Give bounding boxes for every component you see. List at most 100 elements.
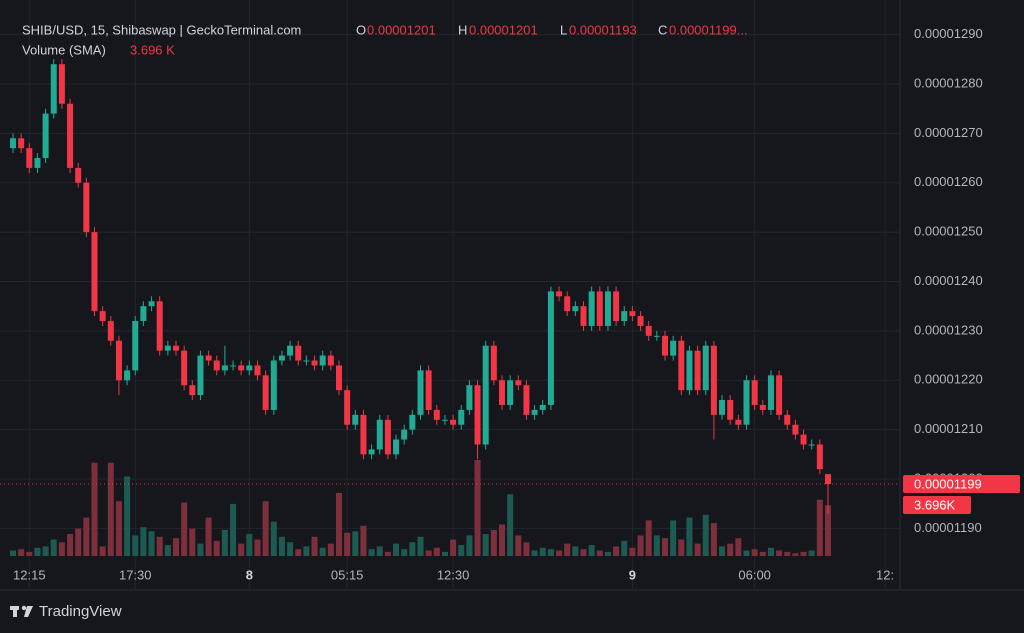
candle-body xyxy=(482,345,489,445)
volume-bar xyxy=(164,545,171,556)
volume-bar xyxy=(645,520,652,556)
volume-bar xyxy=(474,460,481,556)
candle-body xyxy=(238,365,245,371)
volume-bar xyxy=(246,534,253,556)
volume-bar xyxy=(238,543,245,556)
legend-letter: H xyxy=(458,22,467,37)
candle-body xyxy=(792,424,799,435)
candle-body xyxy=(10,138,16,149)
candle-body xyxy=(50,64,57,114)
volume-bar xyxy=(735,538,742,556)
candle-body xyxy=(719,400,726,415)
candle-body xyxy=(173,345,179,351)
volume-bar xyxy=(115,501,122,556)
candle-body xyxy=(458,409,465,425)
candle-body xyxy=(474,385,481,445)
last-price-box xyxy=(903,474,1020,493)
y-tick-label: 0.00001260 xyxy=(914,174,983,189)
volume-bar xyxy=(572,546,579,556)
candle-body xyxy=(99,311,106,322)
volume-bar xyxy=(800,551,807,556)
volume-bar xyxy=(808,550,815,556)
volume-bar xyxy=(270,521,277,556)
volume-bar xyxy=(50,539,57,556)
candle-body xyxy=(556,291,563,297)
candle-body xyxy=(653,335,660,337)
candle-body xyxy=(26,148,33,168)
legend-letter: C xyxy=(658,22,667,37)
candle-body xyxy=(303,360,310,362)
volume-bar xyxy=(678,539,685,556)
volume-bar xyxy=(336,492,342,556)
volume-bar xyxy=(83,517,90,556)
candle-body xyxy=(148,301,155,307)
candle-body xyxy=(107,321,114,341)
x-tick-label: 12: xyxy=(876,567,894,582)
candle-body xyxy=(181,350,188,386)
candle-body xyxy=(221,365,228,371)
candle-body xyxy=(539,404,546,410)
candle-body xyxy=(311,360,318,366)
volume-bar xyxy=(197,543,204,556)
last-volume-label: 3.696K xyxy=(914,497,956,512)
volume-bar xyxy=(34,547,41,556)
volume-bar xyxy=(230,503,237,556)
candle-body xyxy=(613,291,620,322)
y-tick-label: 0.00001190 xyxy=(914,520,982,535)
candle-body xyxy=(197,355,204,396)
volume-bar xyxy=(710,523,717,556)
volume-bar xyxy=(409,542,416,556)
candle-body xyxy=(499,380,505,405)
legend-value: 0.00001201 xyxy=(469,22,538,37)
volume-bar xyxy=(776,550,783,556)
candle-body xyxy=(515,380,522,386)
volume-bar xyxy=(702,514,709,556)
volume-bar xyxy=(181,502,188,556)
candle-body xyxy=(18,138,25,149)
brand-logo xyxy=(10,605,33,617)
volume-bar xyxy=(653,535,660,556)
candle-body xyxy=(580,306,587,326)
last-price-label: 0.00001199 xyxy=(914,476,982,491)
candle-body xyxy=(124,370,131,381)
y-tick-label: 0.00001250 xyxy=(914,224,983,239)
x-tick-label: 12:15 xyxy=(13,567,46,582)
candle-body xyxy=(735,419,742,425)
legend-value: 0.00001201 xyxy=(367,22,436,37)
y-tick-label: 0.00001230 xyxy=(914,322,983,337)
volume-bar xyxy=(531,550,538,556)
volume-bar xyxy=(686,517,693,556)
candle-body xyxy=(401,429,408,440)
candle-body xyxy=(784,414,791,425)
volume-bar xyxy=(743,550,750,556)
candle-body xyxy=(776,375,783,415)
volume-bar xyxy=(816,499,823,556)
volume-bar xyxy=(189,528,196,556)
candle-body xyxy=(759,404,766,410)
candle-body xyxy=(393,439,400,455)
legend-value: 0.00001193 xyxy=(569,22,637,37)
candle-body xyxy=(67,103,74,168)
volume-bar xyxy=(588,545,595,556)
candle-body xyxy=(262,375,269,410)
chart-title: SHIB/USD, 15, Shibaswap | GeckoTerminal.… xyxy=(22,22,301,37)
volume-bar xyxy=(792,553,799,556)
volume-bar xyxy=(580,549,587,556)
candle-body xyxy=(336,365,342,391)
volume-bar xyxy=(596,550,603,556)
volume-bar xyxy=(124,476,131,556)
volume-bar xyxy=(156,536,163,556)
volume-bar xyxy=(767,547,774,556)
volume-bar xyxy=(278,536,285,556)
y-tick-label: 0.00001290 xyxy=(914,26,983,41)
volume-bar xyxy=(417,536,424,556)
candle-body xyxy=(596,291,603,326)
volume-bar xyxy=(344,532,351,556)
candle-body xyxy=(507,380,514,405)
legend-letter: O xyxy=(356,22,366,37)
volume-bar xyxy=(303,546,310,556)
volume-bar xyxy=(670,520,677,556)
x-tick-label: 12:30 xyxy=(437,567,470,582)
volume-title: Volume (SMA) xyxy=(22,42,106,57)
candle-body xyxy=(287,345,294,356)
